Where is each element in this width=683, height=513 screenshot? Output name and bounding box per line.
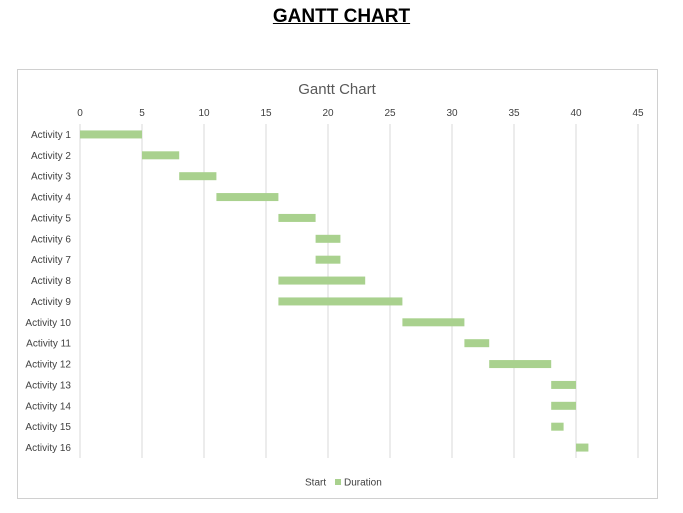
- x-tick-label-10: 10: [198, 108, 210, 119]
- legend: Start Duration: [305, 478, 382, 489]
- y-category-labels: Activity 1 Activity 2 Activity 3 Activity 4…: [25, 130, 71, 454]
- category-label-2: Activity 2: [31, 151, 71, 162]
- x-tick-label-40: 40: [570, 108, 582, 119]
- category-label-4: Activity 4: [31, 193, 71, 204]
- category-label-16: Activity 16: [25, 443, 71, 454]
- category-label-5: Activity 5: [31, 213, 71, 224]
- category-label-11: Activity 11: [26, 339, 71, 350]
- page-heading: GANTT CHART: [272, 6, 411, 27]
- category-label-9: Activity 9: [31, 297, 71, 308]
- category-label-3: Activity 3: [31, 172, 71, 183]
- category-label-7: Activity 7: [31, 255, 71, 266]
- legend-swatch-duration: [335, 479, 341, 485]
- category-label-14: Activity 14: [25, 401, 71, 412]
- category-label-15: Activity 15: [25, 422, 71, 433]
- duration-bar-12: [489, 360, 552, 369]
- chart-title: Gantt Chart: [298, 81, 376, 98]
- x-tick-label-30: 30: [446, 108, 458, 119]
- duration-bar-10: [402, 318, 465, 327]
- category-label-8: Activity 8: [31, 276, 71, 287]
- duration-bar-9: [278, 297, 403, 306]
- x-tick-label-5: 5: [139, 108, 145, 119]
- duration-bar-5: [278, 213, 316, 222]
- legend-label-duration: Duration: [344, 478, 382, 489]
- legend-label-start: Start: [305, 478, 326, 489]
- duration-bar-2: [142, 151, 180, 160]
- duration-bar-7: [315, 255, 341, 264]
- duration-bar-14: [551, 401, 576, 410]
- category-label-10: Activity 10: [25, 318, 71, 329]
- gridlines: [79, 124, 639, 458]
- category-label-6: Activity 6: [31, 234, 71, 245]
- x-tick-label-35: 35: [508, 108, 520, 119]
- duration-bar-13: [551, 380, 576, 389]
- duration-bar-3: [179, 172, 217, 181]
- x-tick-label-15: 15: [260, 108, 272, 119]
- x-tick-label-25: 25: [384, 108, 396, 119]
- duration-bar-6: [315, 234, 341, 243]
- duration-bar-1: [80, 130, 142, 139]
- x-tick-label-45: 45: [632, 108, 644, 119]
- category-label-13: Activity 13: [25, 380, 71, 391]
- category-label-12: Activity 12: [25, 360, 71, 371]
- category-label-1: Activity 1: [31, 130, 71, 141]
- duration-bar-15: [551, 422, 564, 431]
- x-tick-label-0: 0: [77, 108, 83, 119]
- bars: [80, 130, 589, 452]
- duration-bar-11: [464, 339, 490, 348]
- duration-bar-4: [216, 193, 279, 202]
- duration-bar-16: [576, 443, 589, 452]
- x-tick-label-20: 20: [322, 108, 334, 119]
- duration-bar-8: [278, 276, 366, 285]
- x-tick-labels: 0 5 10 15 20 25 30 35 40 45: [77, 108, 644, 119]
